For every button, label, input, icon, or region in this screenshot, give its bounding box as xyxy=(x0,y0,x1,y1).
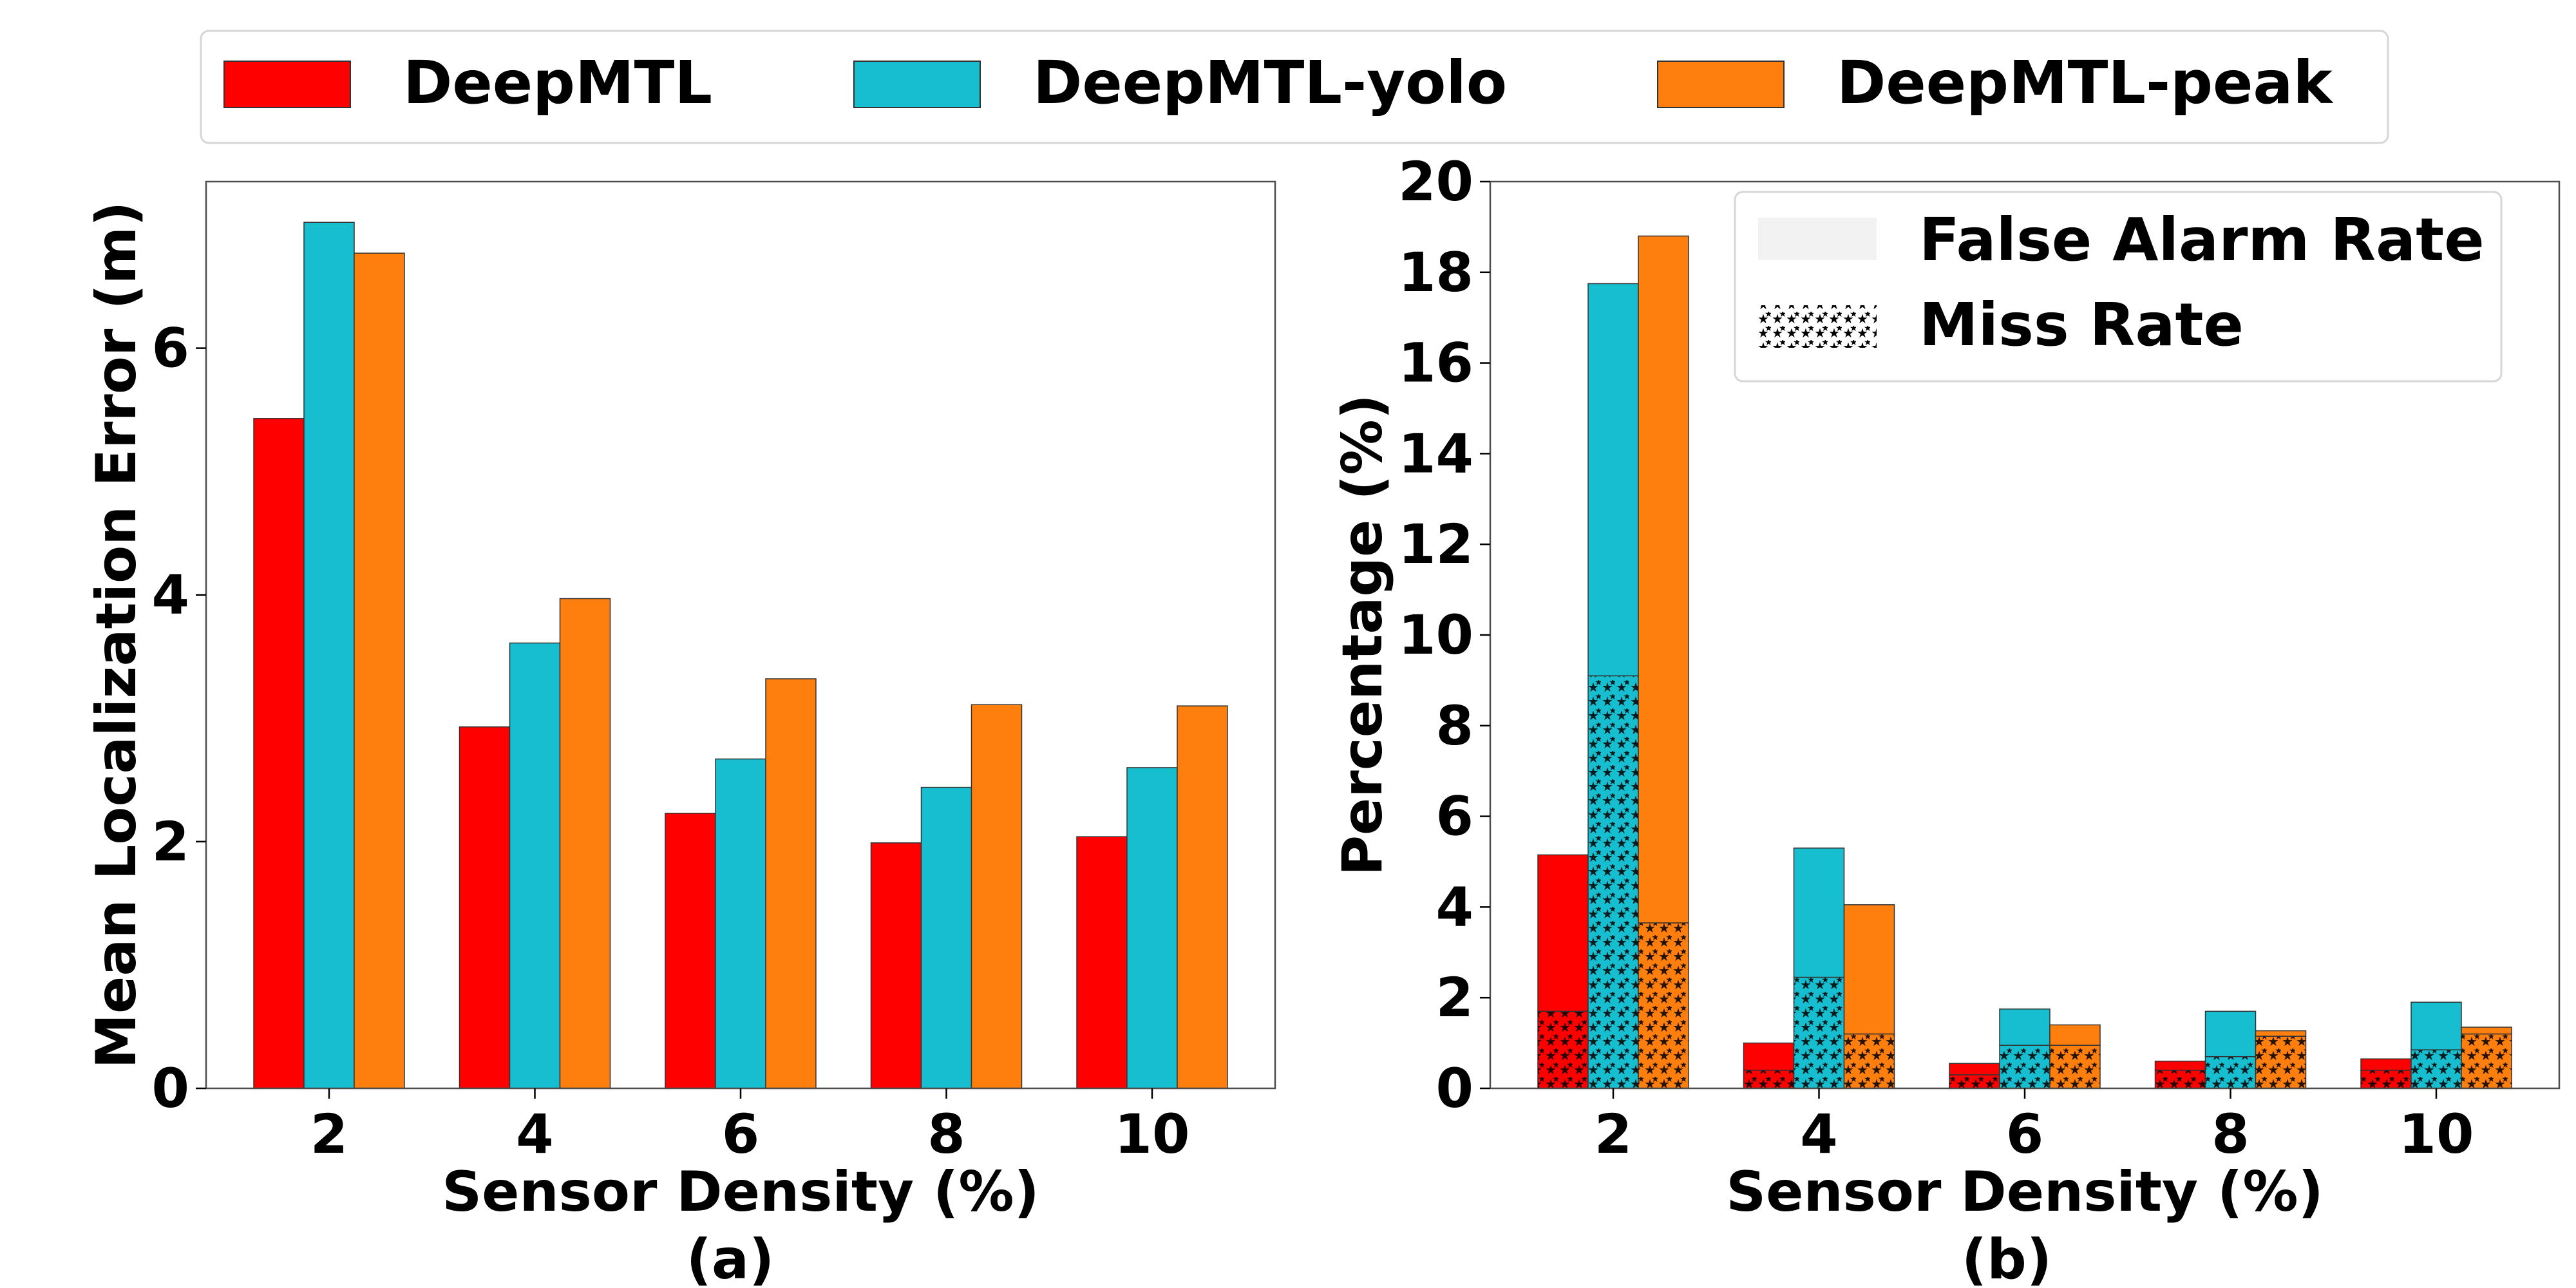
x-tick-label: 4 xyxy=(1800,1103,1837,1166)
panel-b-caption: (b) xyxy=(1962,1227,2052,1288)
legend-swatch-deepmtl xyxy=(223,61,351,108)
y-tick-label: 10 xyxy=(1398,603,1473,667)
legend-label-deepmtl-yolo: DeepMTL-yolo xyxy=(1033,48,1507,117)
y-tick-label: 6 xyxy=(1436,785,1473,848)
x-tick-label: 6 xyxy=(2006,1103,2043,1166)
miss-rate-hatch-deepmtl-yolo-6 xyxy=(2000,1045,2050,1088)
x-tick-label: 10 xyxy=(2399,1103,2474,1166)
x-tick-label: 8 xyxy=(927,1103,965,1166)
panel-b-x-axis-label: Sensor Density (%) xyxy=(1726,1160,2324,1224)
miss-rate-hatch-deepmtl-peak-6 xyxy=(2050,1045,2100,1088)
y-tick-label: 2 xyxy=(1436,966,1473,1029)
miss-rate-legend-label: Miss Rate xyxy=(1919,290,2244,359)
panel-b-pattern-legend-frame xyxy=(1734,191,2503,383)
false-alarm-bar-deepmtl-yolo-8 xyxy=(2204,1010,2257,1057)
y-tick-label: 0 xyxy=(1436,1057,1473,1120)
y-tick-label: 12 xyxy=(1398,513,1473,576)
panel-a-y-axis-label: Mean Localization Error (m) xyxy=(84,201,149,1068)
miss-rate-swatch xyxy=(1758,305,1877,348)
miss-rate-hatch-deepmtl-yolo-8 xyxy=(2205,1056,2256,1088)
legend-label-deepmtl-peak: DeepMTL-peak xyxy=(1837,48,2333,117)
panel-a-bars xyxy=(253,222,1228,1089)
miss-rate-hatch-deepmtl-peak-2 xyxy=(1638,923,1689,1088)
x-tick-label: 4 xyxy=(516,1103,553,1166)
bar-deepmtl-peak-4 xyxy=(559,598,611,1089)
false-alarm-bar-deepmtl-peak-4 xyxy=(1843,904,1895,1035)
miss-rate-hatch-deepmtl-peak-10 xyxy=(2461,1034,2512,1088)
bar-deepmtl-peak-8 xyxy=(971,704,1023,1089)
miss-rate-hatch-deepmtl-8 xyxy=(2155,1070,2206,1088)
y-tick-label: 6 xyxy=(152,317,189,380)
legend-swatch-deepmtl-yolo xyxy=(853,61,981,108)
miss-rate-hatch-deepmtl-2 xyxy=(1538,1011,1588,1088)
y-tick-label: 0 xyxy=(152,1057,189,1120)
bar-deepmtl-peak-6 xyxy=(765,678,817,1089)
bar-deepmtl-yolo-2 xyxy=(303,222,355,1089)
bar-deepmtl-8 xyxy=(870,842,922,1089)
bar-deepmtl-yolo-8 xyxy=(920,786,972,1089)
x-tick-label: 2 xyxy=(310,1103,348,1166)
x-tick-label: 6 xyxy=(722,1103,759,1166)
false-alarm-bar-deepmtl-10 xyxy=(2360,1058,2412,1071)
panel-a-x-ticks: 2 4 6 8 10 xyxy=(310,1088,1190,1166)
bar-deepmtl-peak-2 xyxy=(354,252,405,1089)
miss-rate-hatch-deepmtl-4 xyxy=(1743,1070,1794,1088)
bar-deepmtl-yolo-10 xyxy=(1126,767,1178,1089)
x-tick-label: 2 xyxy=(1595,1103,1632,1166)
false-alarm-bar-deepmtl-8 xyxy=(2154,1061,2206,1071)
x-tick-label: 10 xyxy=(1115,1103,1190,1166)
panel-b-x-ticks: 2 4 6 8 10 xyxy=(1595,1088,2474,1166)
false-alarm-bar-deepmtl-peak-6 xyxy=(2049,1024,2101,1046)
bar-deepmtl-4 xyxy=(459,726,511,1089)
false-alarm-bar-deepmtl-peak-8 xyxy=(2255,1030,2307,1037)
false-alarm-bar-deepmtl-yolo-2 xyxy=(1587,283,1639,677)
y-tick-label: 4 xyxy=(1436,875,1473,938)
y-tick-label: 4 xyxy=(152,564,189,627)
false-alarm-bar-deepmtl-yolo-10 xyxy=(2410,1001,2462,1050)
y-tick-label: 20 xyxy=(1398,150,1473,213)
legend-swatch-deepmtl-peak xyxy=(1657,61,1785,108)
miss-rate-hatch-deepmtl-yolo-10 xyxy=(2411,1050,2461,1088)
false-alarm-bar-deepmtl-yolo-4 xyxy=(1793,848,1845,978)
false-alarm-swatch xyxy=(1758,218,1877,260)
panel-a-x-axis-label: Sensor Density (%) xyxy=(442,1160,1039,1224)
y-tick-label: 8 xyxy=(1436,694,1473,757)
x-tick-label: 8 xyxy=(2211,1103,2249,1166)
legend-label-deepmtl: DeepMTL xyxy=(403,48,712,117)
panel-a-y-ticks: 0 2 4 6 xyxy=(152,317,206,1120)
false-alarm-bar-deepmtl-4 xyxy=(1743,1042,1795,1071)
bar-deepmtl-yolo-6 xyxy=(715,758,766,1089)
false-alarm-bar-deepmtl-2 xyxy=(1537,854,1589,1012)
y-tick-label: 2 xyxy=(152,810,189,873)
panel-a-caption: (a) xyxy=(687,1227,775,1288)
bar-deepmtl-10 xyxy=(1076,836,1128,1089)
false-alarm-legend-label: False Alarm Rate xyxy=(1919,205,2485,274)
miss-rate-hatch-deepmtl-10 xyxy=(2361,1070,2411,1088)
series-legend: DeepMTL DeepMTL-yolo DeepMTL-peak xyxy=(200,30,2389,144)
y-tick-label: 18 xyxy=(1398,241,1473,304)
false-alarm-bar-deepmtl-peak-10 xyxy=(2461,1027,2512,1035)
false-alarm-bar-deepmtl-peak-2 xyxy=(1638,235,1689,923)
false-alarm-bar-deepmtl-6 xyxy=(1949,1063,2000,1075)
y-tick-label: 16 xyxy=(1398,332,1473,395)
y-tick-label: 14 xyxy=(1398,422,1473,485)
bar-deepmtl-2 xyxy=(253,418,305,1089)
panel-b-pattern-legend: False Alarm Rate Miss Rate xyxy=(1734,191,2503,383)
miss-rate-hatch-deepmtl-6 xyxy=(1949,1074,2000,1088)
panel-b-bars xyxy=(1537,235,2512,1089)
panel-b-y-ticks: 0 2 4 6 8 10 12 14 16 18 20 xyxy=(1398,150,1490,1120)
bar-deepmtl-yolo-4 xyxy=(509,642,561,1089)
bar-deepmtl-6 xyxy=(665,813,716,1089)
panel-b-y-axis-label: Percentage (%) xyxy=(1331,394,1395,876)
miss-rate-hatch-deepmtl-yolo-2 xyxy=(1588,676,1638,1088)
false-alarm-bar-deepmtl-yolo-6 xyxy=(1999,1009,2050,1046)
series-legend-frame xyxy=(200,30,2389,144)
miss-rate-hatch-deepmtl-yolo-4 xyxy=(1794,977,1844,1088)
bar-deepmtl-peak-10 xyxy=(1177,705,1228,1089)
miss-rate-hatch-deepmtl-peak-4 xyxy=(1844,1034,1895,1088)
miss-rate-hatch-deepmtl-peak-8 xyxy=(2255,1036,2306,1088)
